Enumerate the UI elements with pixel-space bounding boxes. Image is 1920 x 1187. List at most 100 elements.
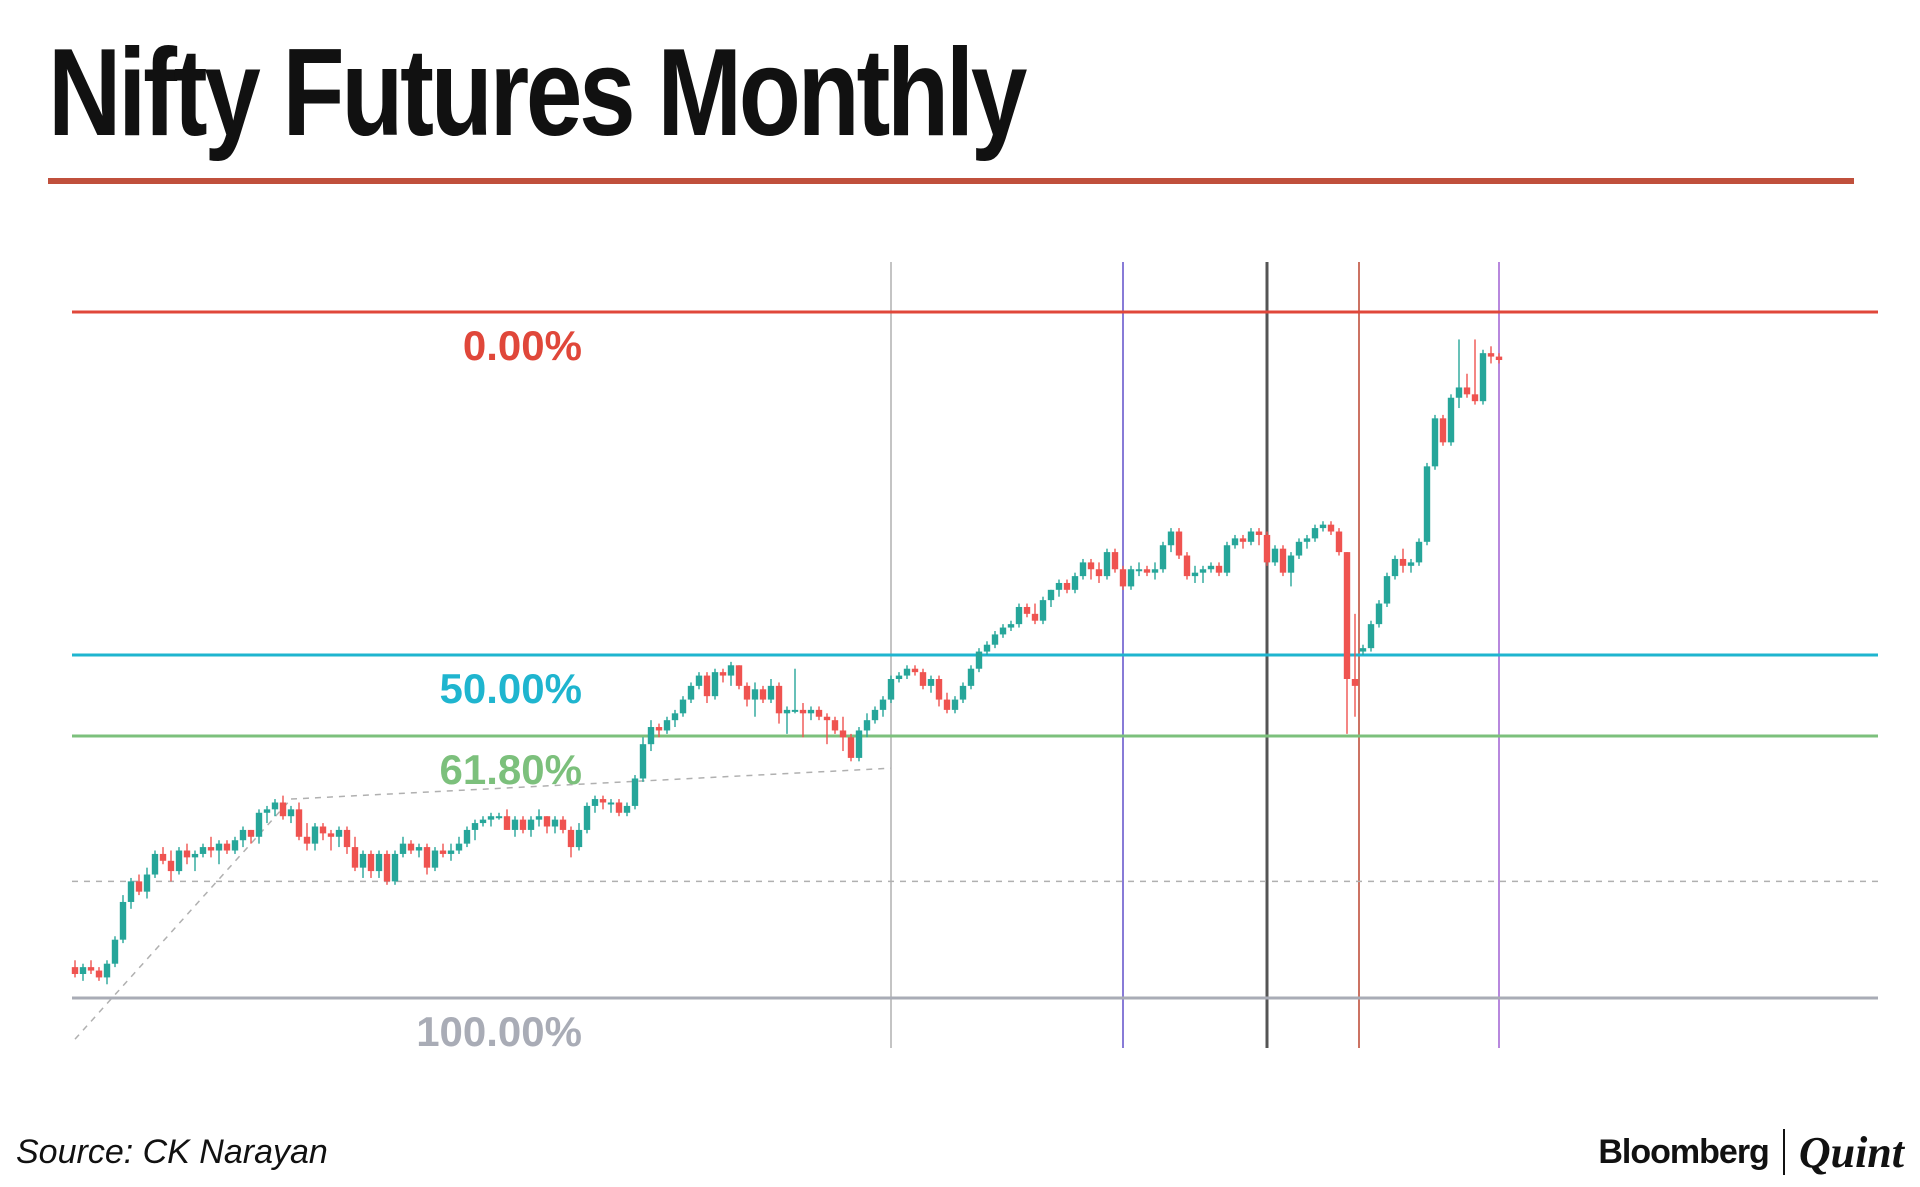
candle-down (1255, 531, 1263, 535)
candle-up (1231, 538, 1239, 546)
candle-down (735, 665, 743, 686)
candle-up (807, 709, 815, 714)
candle-down (383, 853, 391, 882)
candle-up (895, 675, 903, 680)
candle-down (759, 689, 767, 700)
candle-up (663, 720, 671, 731)
candle-up (1127, 569, 1135, 587)
candle-up (887, 679, 895, 700)
candle-down (1327, 524, 1335, 532)
candle-down (1143, 569, 1151, 573)
candle-up (1303, 538, 1311, 542)
candle-down (439, 850, 447, 854)
candle-down (319, 826, 327, 834)
candle-down (87, 967, 95, 971)
candle-down (775, 685, 783, 714)
candle-up (1015, 606, 1023, 625)
candle-up (767, 685, 775, 700)
candle-down (703, 675, 711, 697)
candle-up (151, 853, 159, 875)
candle-up (127, 881, 135, 902)
candle-up (727, 665, 735, 676)
candle-up (1287, 555, 1295, 573)
candle-up (583, 805, 591, 830)
candle-down (159, 853, 167, 861)
candle-up (463, 829, 471, 844)
fib-level-label-61-80: 61.80% (440, 746, 582, 793)
candle-down (1487, 353, 1495, 357)
candle-up (311, 826, 319, 844)
candle-up (1167, 531, 1175, 546)
candle-down (1263, 534, 1271, 563)
candle-up (479, 819, 487, 824)
candle-up (791, 709, 799, 712)
candle-up (455, 843, 463, 851)
candle-down (935, 679, 943, 700)
candle-up (1151, 569, 1159, 573)
candle-up (671, 713, 679, 721)
candle-up (983, 644, 991, 652)
candle-up (927, 679, 935, 686)
candle-up (591, 799, 599, 806)
candle-down (831, 720, 839, 731)
candle-down (1087, 562, 1095, 570)
title-divider (48, 178, 1854, 184)
candle-down (327, 833, 335, 837)
page-title: Nifty Futures Monthly (48, 24, 1027, 162)
candle-down (823, 716, 831, 721)
candle-up (175, 850, 183, 872)
candle-up (1007, 624, 1015, 628)
candle-up (143, 874, 151, 892)
candle-up (527, 819, 535, 830)
candle-up (103, 963, 111, 978)
candle-down (295, 809, 303, 837)
candle-down (615, 802, 623, 813)
candle-down (1183, 555, 1191, 577)
candle-up (575, 829, 583, 848)
candle-down (1239, 538, 1247, 542)
brand-divider (1782, 1129, 1785, 1175)
candle-up (431, 850, 439, 868)
candle-up (191, 853, 199, 858)
candle-up (255, 812, 263, 837)
candle-up (1431, 418, 1439, 467)
candle-up (1199, 569, 1207, 573)
candle-down (1463, 387, 1471, 395)
candle-down (135, 881, 143, 892)
candle-up (951, 699, 959, 710)
candle-down (423, 847, 431, 868)
candle-down (599, 799, 607, 803)
candle-down (1175, 531, 1183, 556)
candle-down (719, 672, 727, 676)
candle-up (711, 672, 719, 697)
candle-up (79, 967, 87, 974)
candle-down (183, 850, 191, 858)
candle-down (95, 970, 103, 978)
candle-up (1079, 562, 1087, 577)
candle-down (543, 816, 551, 827)
candle-up (215, 843, 223, 851)
candle-down (919, 672, 927, 686)
candle-up (1455, 387, 1463, 398)
candle-up (607, 802, 615, 805)
candle-down (1215, 565, 1223, 573)
brand-logo: Bloomberg Quint (1598, 1124, 1904, 1180)
candle-down (223, 843, 231, 851)
candle-up (1135, 569, 1143, 572)
candle-up (1191, 572, 1199, 577)
candle-up (1055, 582, 1063, 590)
candle-up (359, 853, 367, 868)
candle-up (623, 805, 631, 813)
candle-up (1295, 541, 1303, 556)
candle-up (1375, 603, 1383, 625)
candle-up (999, 627, 1007, 635)
candle-down (815, 709, 823, 717)
fib-level-label-50-00: 50.00% (440, 665, 582, 712)
candle-up (1391, 558, 1399, 577)
candle-up (1383, 576, 1391, 604)
candle-up (1359, 648, 1367, 652)
candle-down (1343, 552, 1351, 680)
candle-down (1439, 418, 1447, 443)
candle-up (1271, 548, 1279, 563)
candle-down (1335, 531, 1343, 553)
